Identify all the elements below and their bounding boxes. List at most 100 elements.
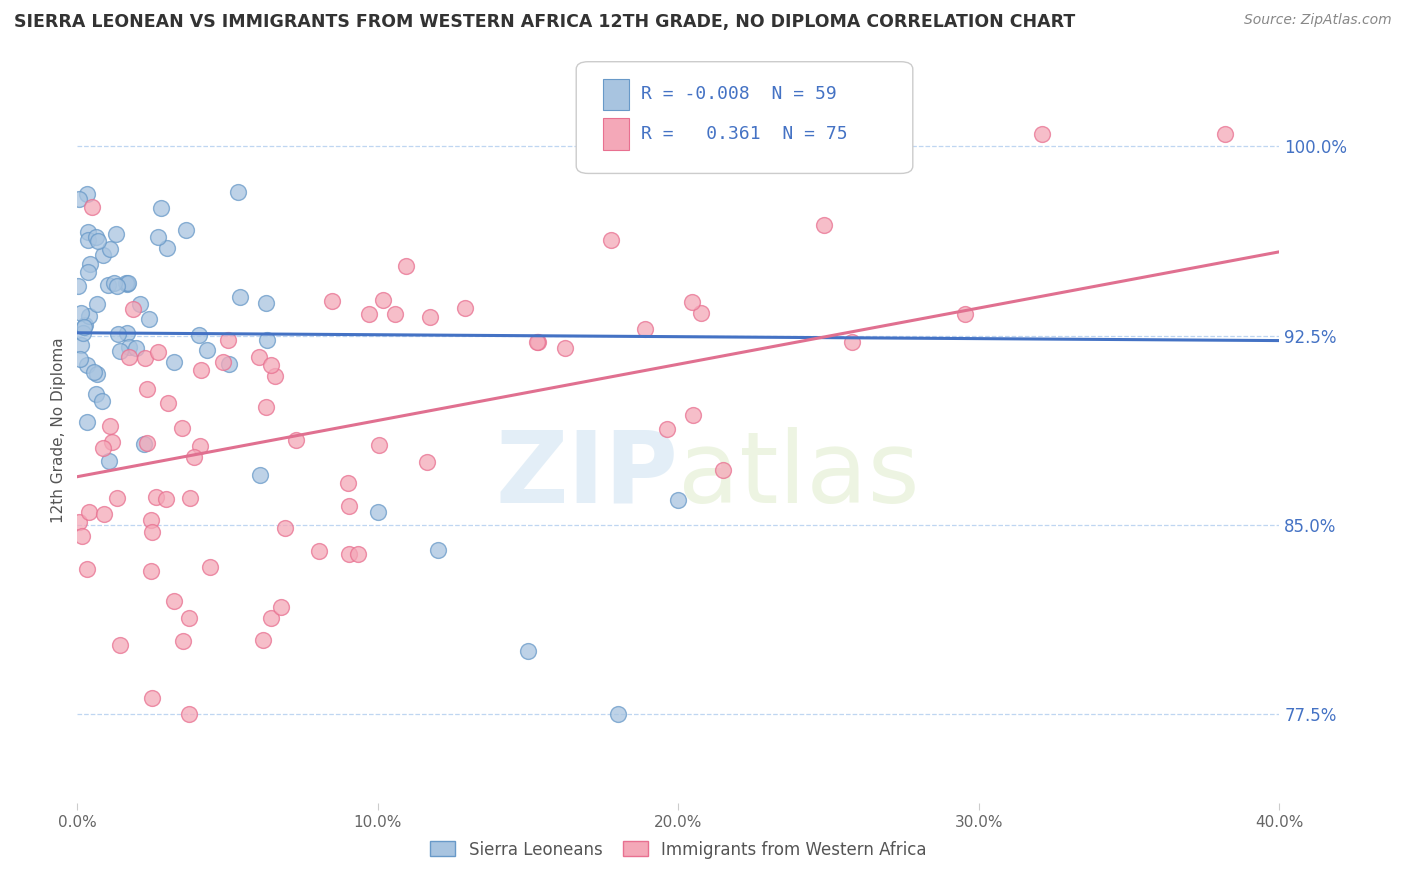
Point (108, 343, 131, 358)
Point (155, 492, 177, 507)
Point (84, 229, 107, 244)
Point (416, 455, 439, 469)
FancyBboxPatch shape (576, 62, 912, 173)
Point (67, 515, 90, 529)
Text: atlas: atlas (679, 426, 920, 524)
Point (67, 192, 90, 206)
Point (134, 351, 156, 365)
Point (527, 335, 550, 350)
Text: R =   0.361  N = 75: R = 0.361 N = 75 (641, 125, 848, 143)
Point (179, 707, 201, 722)
Point (367, 505, 389, 519)
Point (163, 594, 186, 608)
Point (254, 296, 277, 310)
Point (69, 352, 91, 367)
Point (156, 396, 179, 410)
Point (69, 338, 91, 352)
Point (1213, 127, 1236, 141)
Point (308, 543, 330, 558)
Point (526, 334, 548, 349)
Point (79, 309, 101, 323)
Point (419, 310, 441, 324)
Text: ZIP: ZIP (495, 426, 679, 524)
Point (107, 326, 129, 341)
Point (249, 467, 271, 482)
Point (218, 357, 240, 371)
Point (86, 367, 108, 381)
Point (125, 342, 148, 356)
Point (346, 547, 368, 561)
Point (177, 610, 200, 624)
Point (368, 438, 391, 452)
Point (252, 632, 274, 647)
Point (198, 560, 221, 574)
Point (138, 312, 160, 326)
Point (384, 307, 406, 321)
Point (256, 333, 278, 347)
Point (117, 276, 139, 290)
Point (247, 350, 270, 364)
Point (76, 562, 98, 576)
Point (139, 564, 162, 578)
Point (454, 301, 477, 315)
Point (86, 234, 108, 248)
Point (97, 454, 120, 468)
Point (668, 492, 690, 507)
Point (115, 276, 138, 290)
Point (599, 233, 621, 247)
Point (657, 422, 679, 436)
Point (103, 277, 125, 291)
Point (254, 401, 277, 415)
Point (145, 490, 167, 504)
Point (75, 318, 97, 332)
Point (86, 297, 108, 311)
Point (132, 437, 155, 451)
Point (128, 296, 150, 310)
Point (841, 335, 863, 350)
Point (274, 521, 297, 535)
Point (105, 227, 128, 242)
Point (373, 293, 395, 307)
Point (84, 387, 107, 401)
Point (118, 350, 141, 364)
Point (634, 321, 657, 335)
Point (101, 434, 124, 449)
Point (427, 543, 450, 558)
Point (98, 419, 121, 434)
Bar (603, 78, 628, 110)
Point (91, 247, 114, 261)
Point (766, 127, 789, 141)
Point (146, 345, 169, 359)
Point (108, 638, 131, 652)
Point (105, 491, 128, 505)
Point (174, 223, 197, 237)
Point (163, 355, 186, 369)
Point (188, 439, 211, 453)
Point (93, 507, 115, 521)
Point (80, 200, 103, 214)
Point (135, 382, 157, 396)
Point (1031, 127, 1053, 141)
Point (105, 278, 128, 293)
Point (179, 491, 201, 506)
Point (195, 343, 218, 357)
Point (76, 358, 98, 372)
Point (321, 294, 343, 309)
Point (260, 611, 283, 625)
Point (76, 416, 98, 430)
Point (77, 505, 100, 519)
Point (395, 259, 418, 273)
Point (146, 230, 169, 244)
Point (813, 218, 835, 232)
Point (337, 500, 360, 514)
Point (953, 307, 976, 321)
Point (229, 290, 252, 304)
Bar (603, 119, 628, 150)
Point (77, 264, 100, 278)
Point (67, 279, 90, 293)
Point (136, 435, 159, 450)
Point (172, 634, 194, 648)
Point (226, 185, 249, 199)
Point (70, 306, 93, 320)
Point (336, 476, 359, 491)
